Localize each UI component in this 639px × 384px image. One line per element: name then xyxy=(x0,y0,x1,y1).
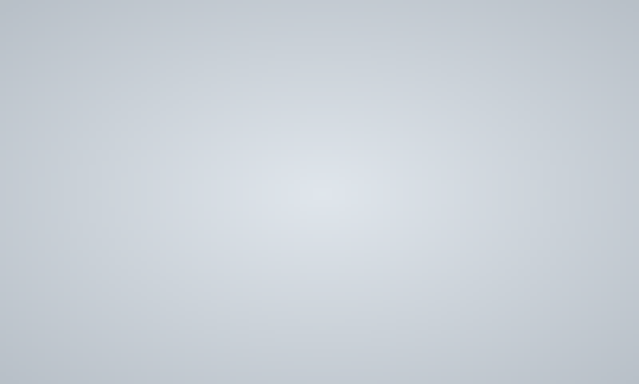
Wedge shape xyxy=(282,60,307,194)
Title: Rahul in 3rd and 4th Innings of Tests: Rahul in 3rd and 4th Innings of Tests xyxy=(96,5,558,25)
Wedge shape xyxy=(177,60,442,328)
Text: 71%: 71% xyxy=(348,233,390,251)
Wedge shape xyxy=(173,96,307,227)
Text: 9%: 9% xyxy=(248,99,279,117)
Legend: 0-29, 30-49, 50-99, >=100: 0-29, 30-49, 50-99, >=100 xyxy=(464,131,571,257)
Text: 3%: 3% xyxy=(282,81,312,99)
Wedge shape xyxy=(215,62,307,194)
Text: 17%: 17% xyxy=(202,161,245,179)
